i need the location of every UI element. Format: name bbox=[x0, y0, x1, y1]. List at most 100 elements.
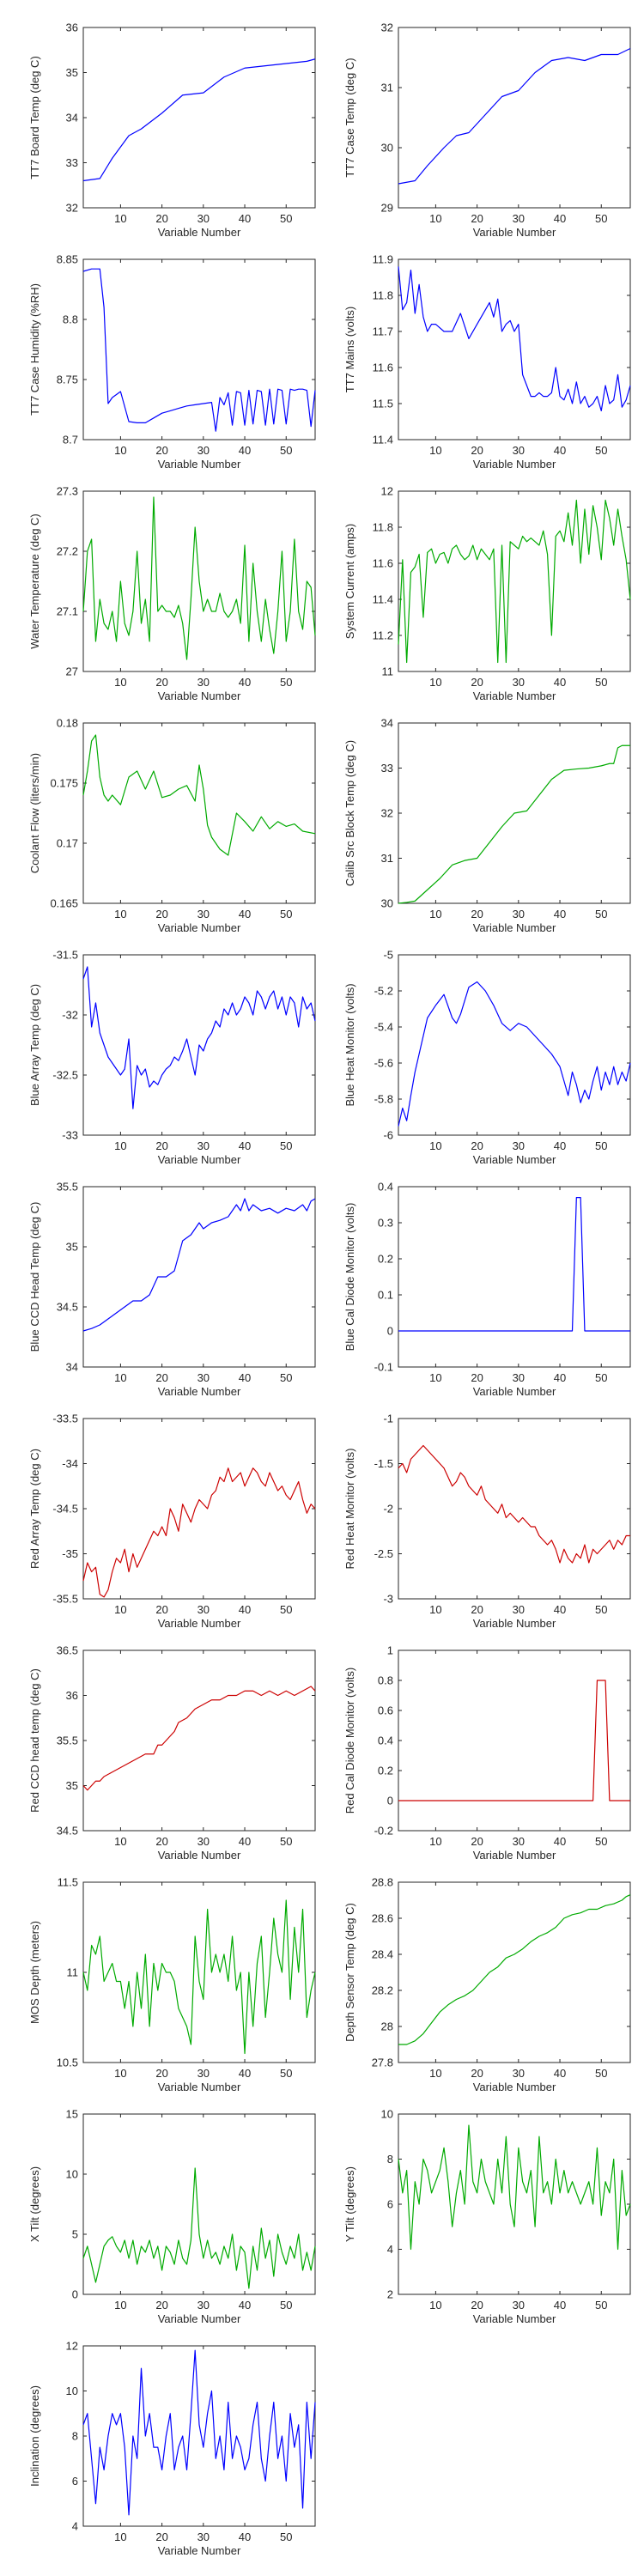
x-tick-label: 20 bbox=[155, 2299, 167, 2312]
x-tick-label: 30 bbox=[513, 1139, 525, 1152]
x-tick-label: 30 bbox=[513, 2299, 525, 2312]
series-line bbox=[82, 1198, 316, 1332]
series-line bbox=[398, 1894, 631, 2045]
chart-panel-17: 10 20 30 40 50 10.5 11 11.5 Variable Number MOS D… bbox=[28, 1876, 316, 2093]
y-tick-label: 30 bbox=[381, 897, 393, 910]
y-tick-label: 27.8 bbox=[372, 2057, 393, 2069]
x-tick-label: 50 bbox=[280, 212, 292, 225]
y-tick-label: 11 bbox=[382, 665, 394, 678]
x-tick-label: 30 bbox=[197, 444, 210, 457]
x-tick-label: 30 bbox=[513, 676, 525, 689]
x-tick-label: 40 bbox=[239, 908, 251, 920]
x-tick-label: 10 bbox=[114, 676, 126, 689]
x-tick-label: 30 bbox=[197, 676, 210, 689]
x-axis-label: Variable Number bbox=[473, 690, 556, 702]
chart-panel-7: 10 20 30 40 50 0.165 0.17 0.175 0.18 Variable Num… bbox=[28, 717, 316, 934]
y-tick-label: 10 bbox=[66, 2168, 78, 2181]
x-axis-label: Variable Number bbox=[473, 1153, 556, 1166]
x-tick-label: 40 bbox=[239, 1371, 251, 1384]
series-line bbox=[398, 1444, 630, 1564]
x-tick-label: 30 bbox=[513, 1835, 525, 1848]
y-tick-label: -5.8 bbox=[374, 1093, 393, 1106]
y-tick-label: 28.2 bbox=[372, 1984, 393, 1997]
y-axis-label: MOS Depth (meters) bbox=[28, 1921, 41, 2024]
plot-area bbox=[82, 722, 316, 904]
x-tick-label: 10 bbox=[114, 1603, 126, 1616]
y-tick-label: 36 bbox=[66, 1689, 78, 1702]
series-line bbox=[82, 268, 316, 432]
y-axis-label: TT7 Case Humidity (%RH) bbox=[28, 283, 41, 416]
x-tick-label: 40 bbox=[554, 1371, 566, 1384]
y-tick-label: 0.6 bbox=[378, 1704, 393, 1717]
y-tick-label: 34 bbox=[66, 112, 78, 125]
x-tick-label: 20 bbox=[471, 908, 483, 920]
x-tick-label: 20 bbox=[155, 2067, 167, 2080]
x-axis-label: Variable Number bbox=[158, 1617, 241, 1630]
y-axis-label: Water Temperature (deg C) bbox=[28, 513, 41, 649]
x-tick-label: 50 bbox=[595, 212, 607, 225]
x-tick-label: 50 bbox=[280, 908, 292, 920]
y-tick-label: 0 bbox=[72, 2288, 78, 2301]
y-tick-label: 27.1 bbox=[57, 605, 78, 618]
y-tick-label: 0.8 bbox=[378, 1674, 393, 1687]
y-tick-label: 8.7 bbox=[63, 434, 78, 447]
x-axis-label: Variable Number bbox=[473, 2312, 556, 2325]
x-tick-label: 10 bbox=[114, 2530, 126, 2543]
y-tick-label: -3 bbox=[383, 1593, 393, 1606]
series-line bbox=[82, 2167, 316, 2289]
plot-area bbox=[82, 1186, 316, 1368]
y-tick-label: 35 bbox=[66, 1241, 78, 1254]
y-tick-label: 4 bbox=[72, 2520, 78, 2533]
x-tick-label: 30 bbox=[197, 1835, 210, 1848]
x-tick-label: 20 bbox=[155, 1371, 167, 1384]
y-tick-label: 11.6 bbox=[373, 557, 393, 570]
y-tick-label: 11.6 bbox=[373, 361, 393, 374]
y-tick-label: 32 bbox=[66, 202, 78, 215]
plot-area bbox=[398, 1186, 631, 1368]
x-tick-label: 30 bbox=[197, 2067, 210, 2080]
y-tick-label: 35.5 bbox=[57, 1735, 78, 1747]
y-tick-label: -0.1 bbox=[374, 1361, 393, 1374]
x-tick-label: 10 bbox=[429, 212, 441, 225]
y-tick-label: -2.5 bbox=[374, 1547, 393, 1560]
y-tick-label: -32 bbox=[62, 1009, 78, 1022]
plot-area bbox=[82, 1881, 316, 2063]
series-line bbox=[398, 47, 631, 185]
x-tick-label: 20 bbox=[471, 2299, 483, 2312]
x-tick-label: 50 bbox=[595, 908, 607, 920]
y-tick-label: 0.17 bbox=[57, 837, 78, 850]
y-axis-label: Red CCD head temp (deg C) bbox=[28, 1668, 41, 1813]
x-tick-label: 40 bbox=[239, 2299, 251, 2312]
x-axis-label: Variable Number bbox=[158, 2544, 241, 2557]
x-tick-label: 30 bbox=[513, 444, 525, 457]
y-tick-label: 8.85 bbox=[57, 253, 78, 266]
chart-panel-19: 10 20 30 40 50 0 5 10 15 Variable Number X Tilt (d… bbox=[28, 2108, 316, 2325]
y-tick-label: 31 bbox=[381, 82, 393, 94]
y-tick-label: 8 bbox=[72, 2430, 78, 2443]
x-tick-label: 30 bbox=[513, 1371, 525, 1384]
plot-area bbox=[82, 2345, 316, 2527]
x-axis-label: Variable Number bbox=[158, 458, 241, 471]
y-tick-label: 27.3 bbox=[57, 485, 78, 498]
y-tick-label: 29 bbox=[381, 202, 393, 215]
x-tick-label: 10 bbox=[114, 212, 126, 225]
y-tick-label: 5 bbox=[72, 2228, 78, 2241]
y-tick-label: -1.5 bbox=[374, 1457, 393, 1470]
x-tick-label: 20 bbox=[471, 1835, 483, 1848]
x-tick-label: 30 bbox=[513, 2067, 525, 2080]
plot-area bbox=[398, 1418, 631, 1600]
x-tick-label: 40 bbox=[554, 676, 566, 689]
y-axis-label: Calib Src Block Temp (deg C) bbox=[343, 740, 356, 886]
x-tick-label: 40 bbox=[239, 1835, 251, 1848]
plot-area bbox=[82, 258, 316, 440]
x-tick-label: 40 bbox=[554, 1139, 566, 1152]
plot-area bbox=[82, 1418, 316, 1600]
y-tick-label: -34.5 bbox=[52, 1503, 78, 1516]
y-tick-label: 33 bbox=[381, 762, 393, 775]
y-tick-label: 11.5 bbox=[373, 398, 393, 410]
chart-panel-3: 10 20 30 40 50 8.7 8.75 8.8 8.85 Variable Number T… bbox=[28, 253, 316, 471]
x-tick-label: 20 bbox=[471, 212, 483, 225]
y-tick-label: 10 bbox=[66, 2385, 78, 2397]
chart-panel-18: 10 20 30 40 50 27.8 28 28.2 28.4 28.6 28.8 Variable… bbox=[343, 1876, 631, 2093]
y-tick-label: -31.5 bbox=[52, 949, 78, 962]
